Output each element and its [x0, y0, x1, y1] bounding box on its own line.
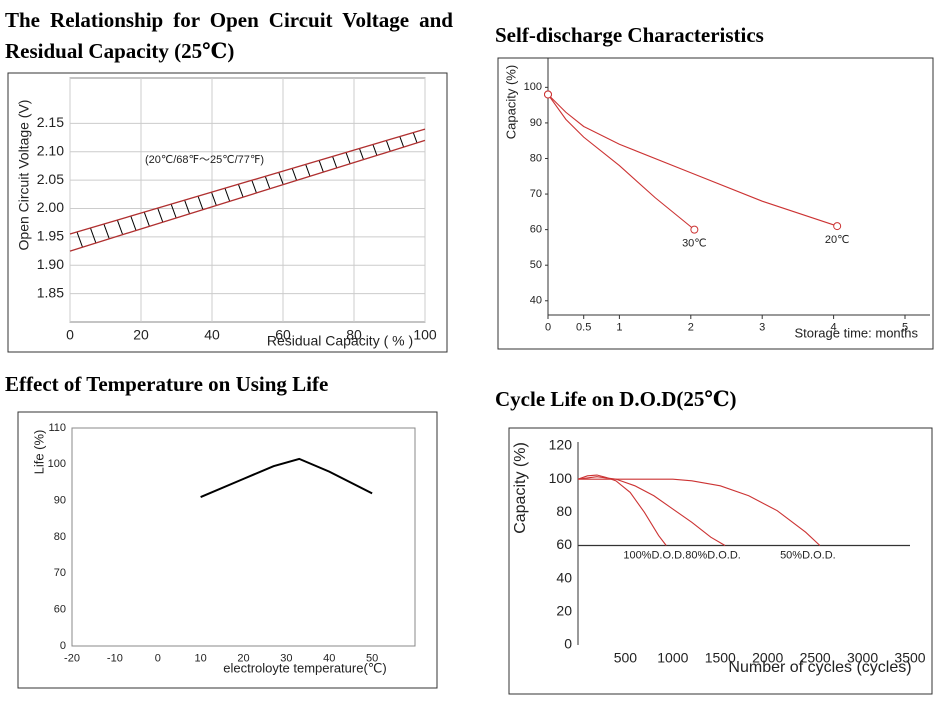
chart-title: Effect of Temperature on Using Life [5, 372, 329, 396]
y-tick-label: 2.05 [37, 171, 64, 187]
data-line [200, 457, 373, 498]
data-line [69, 128, 426, 235]
y-tick-label: 100 [524, 81, 542, 93]
series-label: 100%D.O.D. [623, 549, 685, 561]
y-tick-label: 60 [54, 604, 66, 616]
plot-frame [69, 77, 426, 323]
series-label: 20℃ [825, 234, 850, 246]
x-tick-label: -20 [64, 652, 80, 664]
x-tick-label: 3 [759, 321, 765, 333]
x-tick-label: 40 [323, 652, 335, 664]
x-tick-label: 30 [280, 652, 292, 664]
y-axis-label: Capacity (%) [512, 442, 529, 534]
panel-frame [497, 57, 934, 350]
chart-title: Cycle Life on D.O.D(25℃) [495, 387, 737, 411]
y-tick-label: 1.90 [37, 256, 64, 272]
point-marker [544, 90, 552, 99]
x-tick-label: 1000 [657, 650, 688, 666]
y-tick-label: 90 [530, 117, 542, 129]
x-axis-label: electroloyte temperature(℃) [223, 660, 386, 675]
y-tick-label: 100 [48, 458, 66, 470]
point-marker [690, 225, 699, 234]
x-tick-label: 0 [155, 652, 161, 664]
x-tick-label: 10 [195, 652, 207, 664]
x-axis-label: Storage time: months [794, 325, 918, 340]
x-tick-label: 2 [688, 321, 694, 333]
y-axis-label: Capacity (%) [503, 65, 518, 139]
x-tick-label: 3500 [894, 650, 925, 666]
data-line [69, 139, 426, 252]
y-tick-label: 110 [48, 422, 66, 434]
annotation: (20℃/68℉～25℃/77℉) [145, 154, 264, 166]
data-line [547, 94, 695, 231]
plot-frame [71, 427, 416, 647]
data-line [547, 94, 838, 227]
series-label: 80%D.O.D. [685, 549, 741, 561]
y-tick-label: 60 [556, 536, 572, 552]
panel-frame [508, 427, 933, 695]
y-tick-label: 1.95 [37, 228, 64, 244]
x-tick-label: 1 [616, 321, 622, 333]
x-tick-label: 50 [366, 652, 378, 664]
x-tick-label: 3000 [847, 650, 878, 666]
x-tick-label: 500 [614, 650, 638, 666]
x-axis-label: Number of cycles (cycles) [728, 659, 911, 676]
y-tick-label: 0 [60, 640, 66, 652]
data-line [577, 474, 667, 546]
y-tick-label: 90 [54, 495, 66, 507]
x-tick-label: 20 [237, 652, 249, 664]
y-axis-label: Life (%) [31, 430, 46, 475]
y-tick-label: 70 [54, 567, 66, 579]
y-tick-label: 60 [530, 224, 542, 236]
panel-frame [17, 411, 438, 689]
y-tick-label: 70 [530, 188, 542, 200]
x-tick-label: 20 [133, 327, 149, 343]
x-tick-label: 0.5 [576, 321, 591, 333]
x-tick-label: -10 [107, 652, 123, 664]
panel-frame [7, 72, 448, 353]
x-tick-label: 2000 [752, 650, 783, 666]
y-tick-label: 20 [556, 603, 572, 619]
x-tick-label: 4 [831, 321, 837, 333]
x-tick-label: 0 [66, 327, 74, 343]
x-tick-label: 100 [413, 327, 437, 343]
y-axis-label: Open Circuit Voltage (V) [16, 100, 32, 251]
x-tick-label: 2500 [800, 650, 831, 666]
y-tick-label: 40 [530, 295, 542, 307]
y-tick-label: 120 [549, 437, 573, 453]
y-tick-label: 50 [530, 259, 542, 271]
y-tick-label: 80 [54, 531, 66, 543]
y-tick-label: 2.15 [37, 114, 64, 130]
y-tick-label: 80 [556, 503, 572, 519]
series-label: 30℃ [682, 238, 707, 250]
y-tick-label: 100 [549, 470, 573, 486]
band-hatch [70, 129, 425, 252]
series-label: 50%D.O.D. [780, 549, 836, 561]
y-tick-label: 40 [556, 569, 572, 585]
y-tick-label: 2.00 [37, 199, 64, 215]
y-tick-label: 0 [564, 636, 572, 652]
x-tick-label: 0 [545, 321, 551, 333]
chart-title: The Relationship for Open Circuit Voltag… [5, 8, 453, 63]
y-tick-label: 2.10 [37, 142, 64, 158]
data-line [577, 476, 726, 546]
y-tick-label: 1.85 [37, 284, 64, 300]
x-tick-label: 1500 [705, 650, 736, 666]
chart-title: Self-discharge Characteristics [495, 23, 764, 47]
x-tick-label: 80 [346, 327, 362, 343]
x-tick-label: 40 [204, 327, 220, 343]
y-tick-label: 80 [530, 152, 542, 164]
x-tick-label: 5 [902, 321, 908, 333]
x-tick-label: 60 [275, 327, 291, 343]
point-marker [833, 222, 842, 231]
x-axis-label: Residual Capacity ( % ) [267, 333, 413, 349]
data-line [578, 478, 821, 546]
